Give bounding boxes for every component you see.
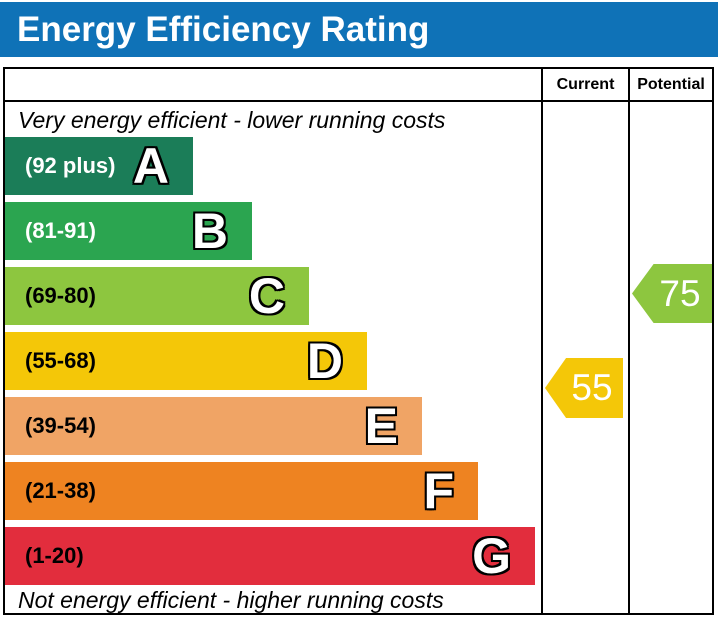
band-row-b: (81-91) B [5, 202, 252, 260]
band-row-e: (39-54) E [5, 397, 422, 455]
energy-rating-chart: Current Potential Very energy efficient … [3, 67, 714, 615]
band-range-label: (92 plus) [25, 153, 116, 178]
band-row-d: (55-68) D [5, 332, 367, 390]
band-range-label: (39-54) [25, 413, 96, 438]
current-column-divider [541, 69, 543, 613]
band-row-a: (92 plus) A [5, 137, 193, 195]
band-letter: E [364, 398, 398, 454]
potential-rating-arrow: 75 [632, 264, 712, 323]
band-letter: A [132, 138, 169, 194]
title-bar: Energy Efficiency Rating [0, 2, 718, 57]
band-row-c: (69-80) C [5, 267, 309, 325]
potential-column-divider [628, 69, 630, 613]
band-range-label: (1-20) [25, 543, 84, 568]
page-title: Energy Efficiency Rating [17, 9, 430, 49]
current-rating-value: 55 [571, 367, 613, 408]
current-column-header: Current [556, 76, 615, 93]
table-header-row [5, 69, 712, 102]
band-range-label: (69-80) [25, 283, 96, 308]
band-letter: D [306, 333, 343, 389]
top-note: Very energy efficient - lower running co… [18, 107, 446, 133]
band-letter: G [472, 528, 511, 584]
current-rating-arrow: 55 [545, 358, 623, 418]
band-row-g: (1-20) G [5, 527, 535, 585]
bottom-note: Not energy efficient - higher running co… [18, 587, 444, 613]
potential-rating-value: 75 [659, 272, 701, 314]
band-letter: C [248, 268, 285, 324]
band-letter: F [423, 463, 454, 519]
band-letter: B [191, 203, 228, 259]
band-range-label: (55-68) [25, 348, 96, 373]
band-range-label: (81-91) [25, 218, 96, 243]
band-row-f: (21-38) F [5, 462, 478, 520]
band-range-label: (21-38) [25, 478, 96, 503]
potential-column-header: Potential [637, 76, 705, 93]
